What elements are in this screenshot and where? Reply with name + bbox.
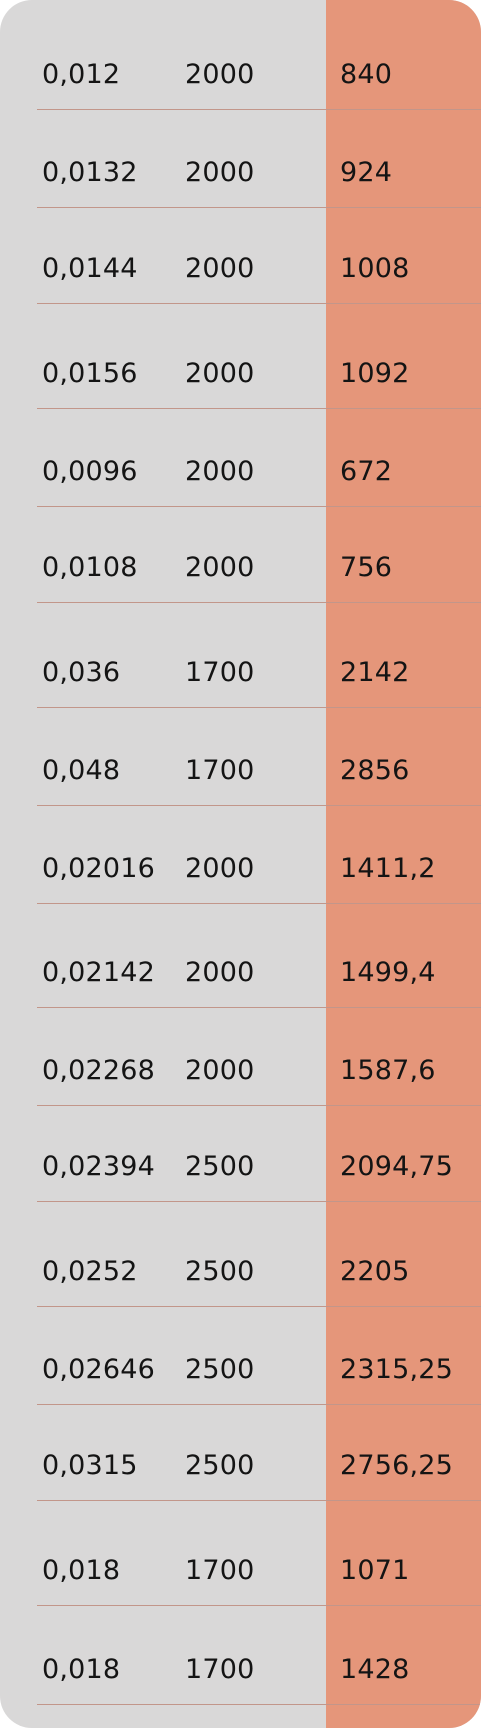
cell-value-2: 2500 bbox=[185, 1151, 255, 1182]
row-divider bbox=[37, 1500, 481, 1501]
cell-value-3: 2856 bbox=[340, 755, 410, 786]
table-row: 0,018 1700 1428 bbox=[0, 1635, 481, 1705]
table-row: 0,02016 2000 1411,2 bbox=[0, 834, 481, 904]
table-row: 0,0315 2500 2756,25 bbox=[0, 1431, 481, 1501]
cell-value-2: 2500 bbox=[185, 1450, 255, 1481]
row-divider bbox=[37, 1105, 481, 1106]
row-divider bbox=[37, 903, 481, 904]
table-row: 0,02394 2500 2094,75 bbox=[0, 1132, 481, 1202]
cell-value-2: 2500 bbox=[185, 1354, 255, 1385]
cell-value-2: 2500 bbox=[185, 1256, 255, 1287]
cell-value-3: 2756,25 bbox=[340, 1450, 454, 1481]
cell-value-3: 672 bbox=[340, 456, 393, 487]
table-row: 0,02268 2000 1587,6 bbox=[0, 1036, 481, 1106]
cell-value-3: 924 bbox=[340, 157, 393, 188]
cell-value-1: 0,036 bbox=[42, 657, 121, 688]
row-divider bbox=[37, 1605, 481, 1606]
cell-value-1: 0,02394 bbox=[42, 1151, 156, 1182]
table-row: 0,036 1700 2142 bbox=[0, 638, 481, 708]
cell-value-3: 1499,4 bbox=[340, 957, 436, 988]
cell-value-1: 0,0144 bbox=[42, 253, 138, 284]
row-divider bbox=[37, 1007, 481, 1008]
cell-value-2: 1700 bbox=[185, 1654, 255, 1685]
table-row: 0,0144 2000 1008 bbox=[0, 234, 481, 304]
cell-value-2: 2000 bbox=[185, 552, 255, 583]
cell-value-3: 1092 bbox=[340, 358, 410, 389]
table-row: 0,0132 2000 924 bbox=[0, 138, 481, 208]
cell-value-2: 2000 bbox=[185, 1055, 255, 1086]
cell-value-1: 0,02268 bbox=[42, 1055, 156, 1086]
cell-value-2: 2000 bbox=[185, 253, 255, 284]
cell-value-2: 2000 bbox=[185, 59, 255, 90]
cell-value-3: 2094,75 bbox=[340, 1151, 454, 1182]
cell-value-3: 1428 bbox=[340, 1654, 410, 1685]
cell-value-3: 1411,2 bbox=[340, 853, 436, 884]
cell-value-2: 1700 bbox=[185, 755, 255, 786]
cell-value-2: 1700 bbox=[185, 657, 255, 688]
cell-value-1: 0,02646 bbox=[42, 1354, 156, 1385]
cell-value-3: 2205 bbox=[340, 1256, 410, 1287]
cell-value-2: 2000 bbox=[185, 957, 255, 988]
table-row: 0,0252 2500 2205 bbox=[0, 1237, 481, 1307]
cell-value-1: 0,012 bbox=[42, 59, 121, 90]
table-row: 0,0156 2000 1092 bbox=[0, 339, 481, 409]
cell-value-3: 1587,6 bbox=[340, 1055, 436, 1086]
table-row: 0,012 2000 840 bbox=[0, 40, 481, 110]
row-divider bbox=[37, 602, 481, 603]
table-row: 0,02646 2500 2315,25 bbox=[0, 1335, 481, 1405]
row-divider bbox=[37, 408, 481, 409]
row-divider bbox=[37, 805, 481, 806]
cell-value-1: 0,018 bbox=[42, 1555, 121, 1586]
cell-value-2: 2000 bbox=[185, 358, 255, 389]
cell-value-3: 2142 bbox=[340, 657, 410, 688]
cell-value-1: 0,0132 bbox=[42, 157, 138, 188]
table-row: 0,018 1700 1071 bbox=[0, 1536, 481, 1606]
row-divider bbox=[37, 207, 481, 208]
cell-value-1: 0,02016 bbox=[42, 853, 156, 884]
highlighted-column bbox=[326, 0, 481, 1728]
cell-value-3: 1008 bbox=[340, 253, 410, 284]
table-row: 0,0108 2000 756 bbox=[0, 533, 481, 603]
table-row: 0,048 1700 2856 bbox=[0, 736, 481, 806]
row-divider bbox=[37, 1306, 481, 1307]
row-divider bbox=[37, 303, 481, 304]
cell-value-3: 1071 bbox=[340, 1555, 410, 1586]
cell-value-1: 0,0096 bbox=[42, 456, 138, 487]
cell-value-1: 0,0108 bbox=[42, 552, 138, 583]
row-divider bbox=[37, 1201, 481, 1202]
row-divider bbox=[37, 109, 481, 110]
row-divider bbox=[37, 506, 481, 507]
cell-value-1: 0,018 bbox=[42, 1654, 121, 1685]
cell-value-2: 2000 bbox=[185, 853, 255, 884]
row-divider bbox=[37, 1704, 481, 1705]
cell-value-3: 756 bbox=[340, 552, 393, 583]
cell-value-3: 840 bbox=[340, 59, 393, 90]
cell-value-1: 0,02142 bbox=[42, 957, 156, 988]
table-row: 0,02142 2000 1499,4 bbox=[0, 938, 481, 1008]
table-row: 0,0096 2000 672 bbox=[0, 437, 481, 507]
cell-value-1: 0,0252 bbox=[42, 1256, 138, 1287]
cell-value-1: 0,0315 bbox=[42, 1450, 138, 1481]
cell-value-2: 2000 bbox=[185, 456, 255, 487]
cell-value-2: 2000 bbox=[185, 157, 255, 188]
row-divider bbox=[37, 1404, 481, 1405]
cell-value-3: 2315,25 bbox=[340, 1354, 454, 1385]
cell-value-1: 0,0156 bbox=[42, 358, 138, 389]
row-divider bbox=[37, 707, 481, 708]
cell-value-1: 0,048 bbox=[42, 755, 121, 786]
cell-value-2: 1700 bbox=[185, 1555, 255, 1586]
